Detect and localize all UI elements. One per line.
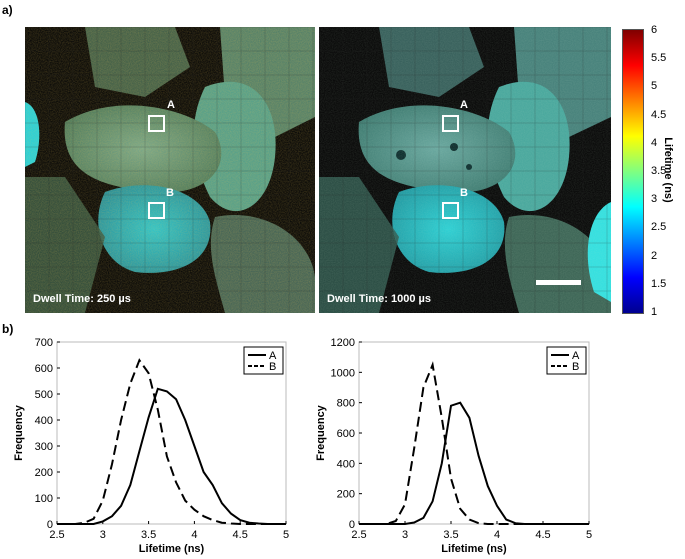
x-tick-label: 5 — [283, 529, 289, 541]
y-tick-label: 1000 — [331, 367, 355, 379]
legend-box — [546, 346, 587, 375]
y-tick-label: 200 — [35, 467, 53, 479]
x-tick-label: 5 — [586, 529, 592, 541]
roi-a-label: A — [167, 99, 175, 111]
series-b-line — [57, 358, 286, 525]
x-axis-label: Lifetime (ns) — [139, 543, 205, 555]
legend-label: B — [269, 361, 276, 373]
y-axis-label: Frequency — [13, 404, 25, 461]
y-tick-label: 300 — [35, 441, 53, 453]
y-tick-label: 600 — [35, 363, 53, 375]
y-tick-label: 600 — [337, 428, 355, 440]
colorbar-tick-label: 3 — [651, 193, 658, 206]
panel-a-label: a) — [2, 3, 13, 17]
y-tick-label: 800 — [337, 398, 355, 410]
roi-b-label: B — [166, 187, 174, 199]
colorbar-tick-label: 1.5 — [651, 277, 667, 290]
y-tick-label: 500 — [35, 389, 53, 401]
x-axis-label: Lifetime (ns) — [441, 543, 507, 555]
y-tick-label: 400 — [35, 415, 53, 427]
cell-image — [25, 27, 315, 313]
x-tick-label: 4 — [494, 529, 500, 541]
cell-image — [319, 27, 611, 313]
colorbar-tick-label: 1 — [651, 306, 658, 318]
x-tick-label: 3 — [402, 529, 408, 541]
roi-b-label: B — [460, 187, 468, 199]
y-tick-label: 0 — [349, 519, 355, 531]
colorbar-tick-label: 2 — [651, 249, 658, 262]
colorbar-tick-label: 5.5 — [651, 52, 667, 65]
legend-label: A — [269, 350, 277, 362]
colorbar-tick-label: 5 — [651, 80, 658, 93]
colorbar-tick-label: 3.5 — [651, 165, 667, 177]
x-tick-label: 4.5 — [535, 529, 550, 541]
dwell-time-label: Dwell Time: 1000 µs — [327, 293, 431, 305]
y-tick-label: 700 — [35, 337, 53, 349]
roi-a-box — [442, 115, 459, 132]
dwell-time-label: Dwell Time: 250 µs — [33, 293, 131, 305]
panel-b-label: b) — [2, 322, 14, 336]
x-tick-label: 2.5 — [49, 529, 64, 541]
y-tick-label: 0 — [47, 519, 53, 531]
y-tick-label: 400 — [337, 458, 355, 470]
flim-image-1000us: A B Dwell Time: 1000 µs — [319, 27, 611, 313]
roi-b-box — [442, 202, 459, 219]
roi-b-box — [148, 202, 165, 219]
series-b-line — [359, 361, 589, 525]
scale-bar — [536, 280, 581, 285]
series-a-line — [57, 387, 286, 525]
x-tick-label: 3 — [100, 529, 106, 541]
legend-label: B — [572, 361, 579, 373]
x-tick-label: 3.5 — [141, 529, 156, 541]
roi-a-label: A — [460, 99, 468, 111]
roi-a-box — [148, 115, 165, 132]
y-axis-label: Frequency — [315, 404, 327, 461]
y-tick-label: 100 — [35, 493, 53, 505]
x-tick-label: 3.5 — [443, 529, 458, 541]
colorbar-tick-label: 4 — [651, 136, 658, 149]
legend-box — [243, 346, 284, 375]
y-tick-label: 200 — [337, 489, 355, 501]
flim-image-250us: A B Dwell Time: 250 µs — [25, 27, 315, 313]
lifetime-colorbar — [622, 29, 644, 314]
legend-label: A — [572, 350, 580, 362]
x-tick-label: 4 — [191, 529, 197, 541]
colorbar-tick-label: 2.5 — [651, 221, 667, 234]
y-tick-label: 1200 — [331, 337, 355, 349]
colorbar-tick-label: 4.5 — [651, 108, 667, 121]
x-tick-label: 2.5 — [351, 529, 366, 541]
colorbar-tick-label: 6 — [651, 24, 658, 36]
x-tick-label: 4.5 — [233, 529, 248, 541]
